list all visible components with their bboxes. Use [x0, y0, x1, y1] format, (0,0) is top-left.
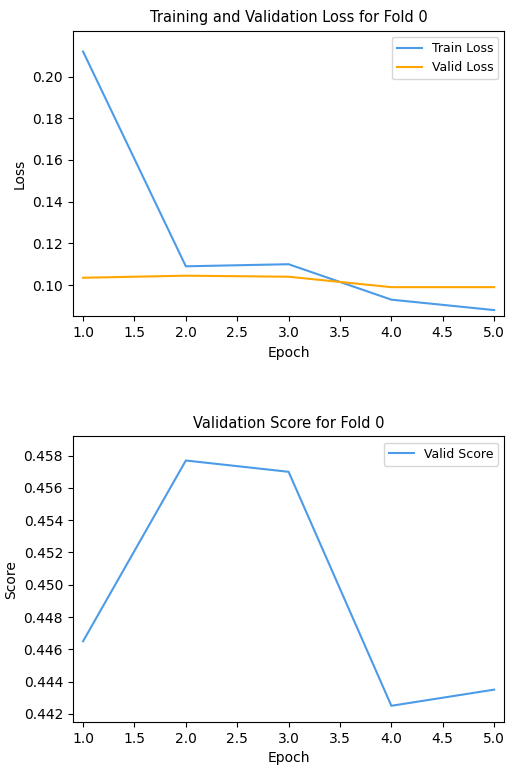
Line: Train Loss: Train Loss	[83, 51, 494, 310]
X-axis label: Epoch: Epoch	[267, 751, 310, 765]
Valid Loss	[80, 273, 86, 283]
Title: Validation Score for Fold 0: Validation Score for Fold 0	[193, 416, 384, 431]
Y-axis label: Score: Score	[4, 560, 18, 598]
Valid Score	[388, 701, 395, 710]
Train Loss	[285, 260, 292, 269]
Valid Loss	[491, 283, 497, 292]
Legend: Train Loss, Valid Loss: Train Loss, Valid Loss	[392, 37, 498, 79]
Valid Loss	[285, 272, 292, 281]
Train Loss	[183, 262, 189, 271]
Valid Score	[80, 637, 86, 646]
Line: Valid Score: Valid Score	[83, 461, 494, 706]
Valid Loss	[388, 283, 395, 292]
Title: Training and Validation Loss for Fold 0: Training and Validation Loss for Fold 0	[150, 11, 427, 25]
Line: Valid Loss: Valid Loss	[83, 276, 494, 287]
Legend: Valid Score: Valid Score	[384, 442, 498, 465]
X-axis label: Epoch: Epoch	[267, 346, 310, 359]
Valid Score	[183, 456, 189, 465]
Train Loss	[388, 295, 395, 304]
Valid Loss	[183, 271, 189, 280]
Y-axis label: Loss: Loss	[12, 158, 27, 189]
Train Loss	[80, 47, 86, 56]
Valid Score	[285, 467, 292, 476]
Train Loss	[491, 306, 497, 315]
Valid Score	[491, 685, 497, 694]
